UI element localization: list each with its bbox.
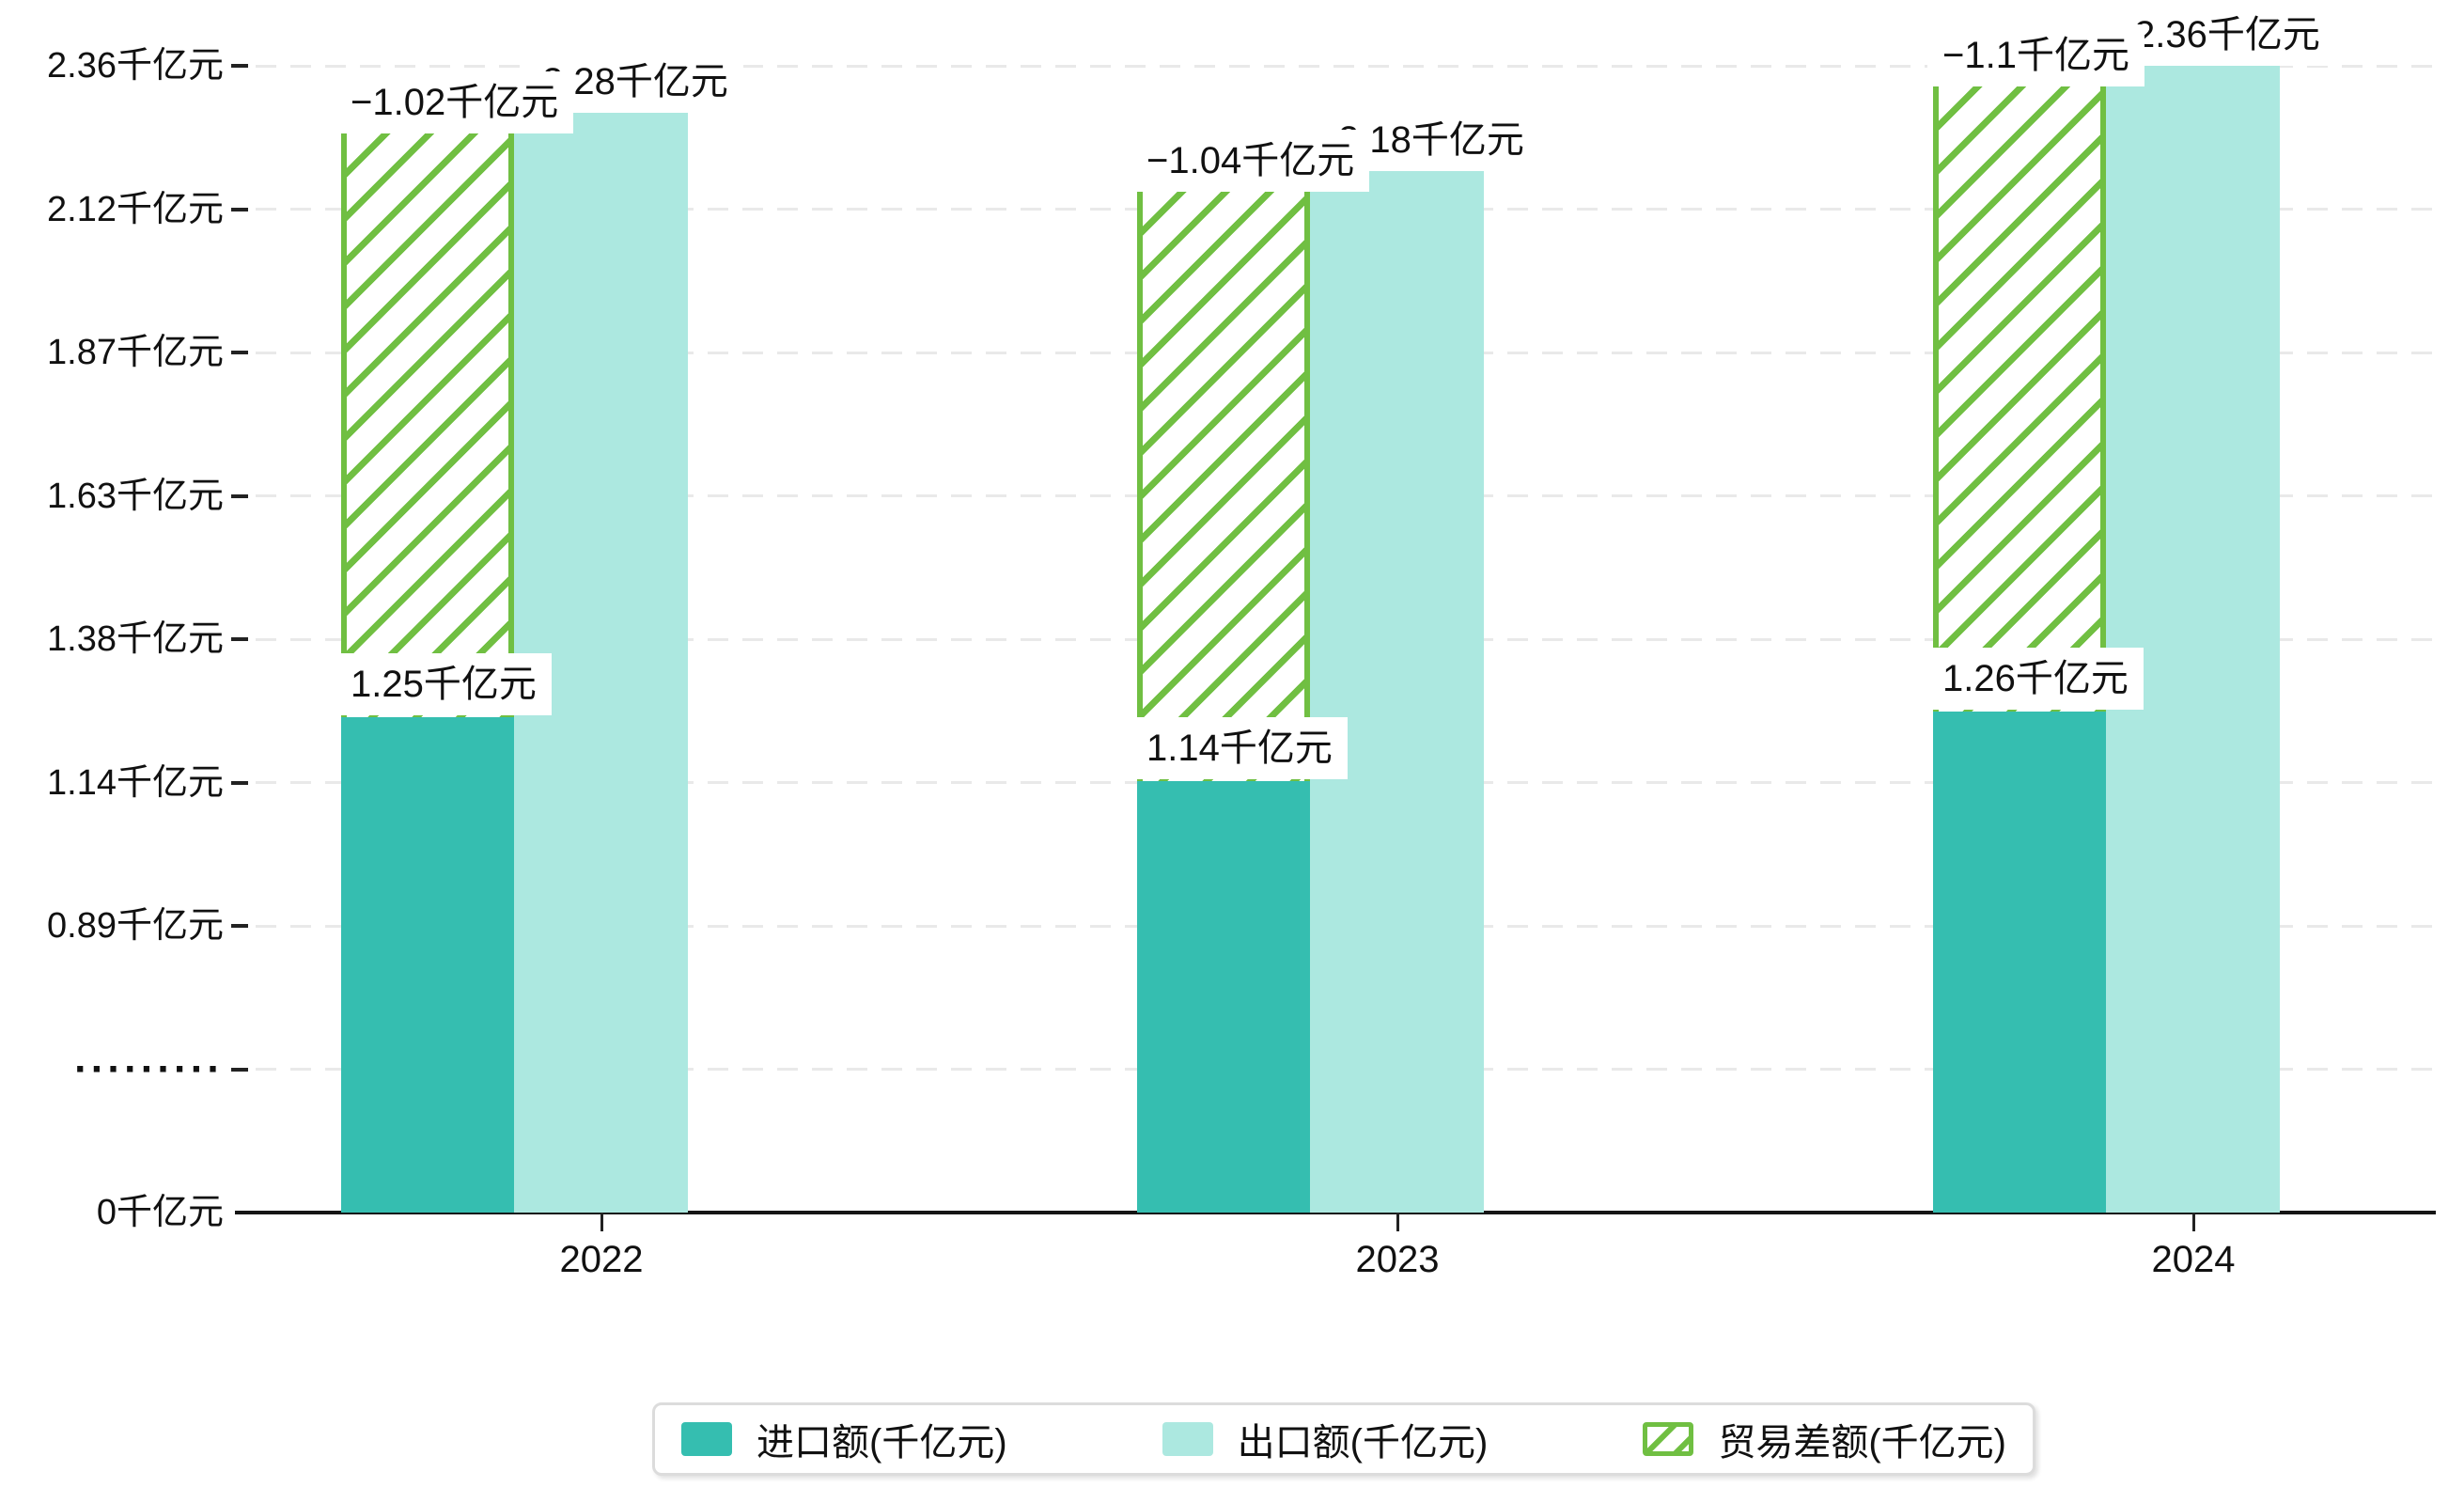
bar-import-2023 bbox=[1137, 779, 1310, 1213]
legend-swatch-imports bbox=[681, 1422, 732, 1456]
data-label-trade-balance-2023: −1.04千亿元 bbox=[1131, 130, 1370, 193]
legend-swatch-exports bbox=[1162, 1422, 1213, 1456]
y-gridline bbox=[256, 64, 2436, 68]
legend-label-exports: 出口额(千亿元) bbox=[1237, 1422, 1489, 1464]
y-axis-label: 0.89千亿元 bbox=[47, 906, 224, 946]
x-axis-line bbox=[235, 1211, 2436, 1214]
bar-export-2024 bbox=[2106, 66, 2280, 1213]
y-axis-tick bbox=[231, 637, 248, 641]
bar-trade-balance-2023 bbox=[1137, 192, 1310, 782]
legend-swatch-trade-balance bbox=[1643, 1422, 1694, 1456]
data-label-import-2024: 1.26千亿元 bbox=[1927, 647, 2144, 710]
bar-trade-balance-2022 bbox=[341, 133, 514, 717]
bar-import-2022 bbox=[341, 714, 514, 1213]
x-axis-tick-2023 bbox=[1396, 1213, 1399, 1231]
legend-item-trade-balance[interactable]: 贸易差额(千亿元) bbox=[1643, 1412, 2006, 1466]
data-label-trade-balance-2024: −1.1千亿元 bbox=[1927, 24, 2144, 86]
y-axis-tick bbox=[231, 351, 248, 354]
x-axis-label-2023: 2023 bbox=[1355, 1239, 1440, 1280]
data-label-import-2023: 1.14千亿元 bbox=[1131, 717, 1348, 780]
y-axis-tick bbox=[231, 1067, 248, 1072]
y-axis-label: 2.12千亿元 bbox=[47, 189, 224, 229]
data-label-import-2022: 1.25千亿元 bbox=[335, 652, 552, 715]
legend-label-imports: 进口额(千亿元) bbox=[756, 1422, 1007, 1464]
x-axis-tick-2024 bbox=[2192, 1213, 2195, 1231]
bar-export-2023 bbox=[1310, 171, 1484, 1213]
y-axis-label: 0千亿元 bbox=[96, 1193, 224, 1232]
legend-item-imports[interactable]: 进口额(千亿元) bbox=[681, 1412, 1007, 1466]
x-axis-tick-2022 bbox=[600, 1213, 603, 1231]
data-label-export-2024: 2.36千亿元 bbox=[2119, 4, 2335, 66]
y-axis-label: 2.36千亿元 bbox=[47, 46, 224, 86]
bar-import-2024 bbox=[1933, 709, 2106, 1213]
y-axis-label: 1.63千亿元 bbox=[47, 476, 224, 516]
y-axis-tick bbox=[231, 64, 248, 68]
y-axis-label: 1.87千亿元 bbox=[47, 333, 224, 372]
y-axis-break-label: ········· bbox=[74, 1045, 224, 1092]
y-axis-label: 1.14千亿元 bbox=[47, 762, 224, 803]
y-axis-tick bbox=[231, 493, 248, 498]
x-axis-label-2022: 2022 bbox=[559, 1239, 644, 1280]
data-label-trade-balance-2022: −1.02千亿元 bbox=[335, 70, 574, 133]
legend-item-exports[interactable]: 出口额(千亿元) bbox=[1162, 1412, 1489, 1466]
legend: 进口额(千亿元) 出口额(千亿元) 贸易差额(千亿元) bbox=[652, 1402, 2035, 1476]
y-axis-tick bbox=[231, 780, 248, 785]
legend-label-trade-balance: 贸易差额(千亿元) bbox=[1718, 1422, 2006, 1464]
y-axis-tick bbox=[231, 207, 248, 211]
bar-trade-balance-2024 bbox=[1933, 86, 2106, 712]
y-axis-tick bbox=[231, 924, 248, 928]
x-axis-label-2024: 2024 bbox=[2151, 1239, 2236, 1280]
y-axis-label: 1.38千亿元 bbox=[47, 619, 224, 659]
